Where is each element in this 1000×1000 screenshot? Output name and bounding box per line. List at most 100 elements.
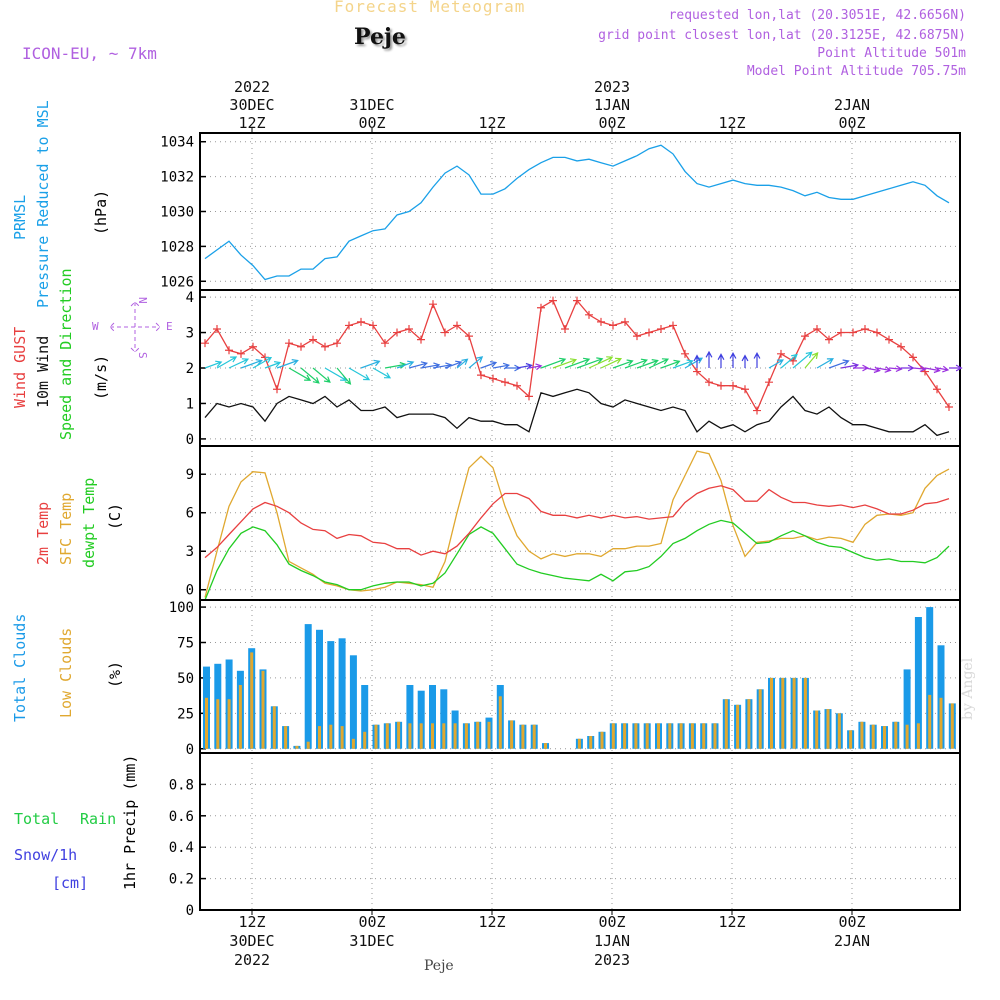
gust-marker	[573, 296, 581, 305]
low-cloud-bar	[679, 723, 683, 749]
grid-point-coords: grid point closest lon,lat (20.3125E, 42…	[598, 28, 966, 43]
gust-marker	[777, 349, 785, 358]
low-cloud-bar	[385, 723, 389, 749]
low-cloud-bar	[724, 699, 728, 749]
low-cloud-bar	[408, 723, 412, 749]
time-label-bottom: 12Z	[718, 913, 745, 931]
legend-snow: Snow/1h	[14, 846, 77, 864]
gust-marker	[489, 374, 497, 383]
gust-marker	[345, 321, 353, 330]
wind-arrow	[384, 361, 407, 369]
low-cloud-bar	[600, 731, 604, 749]
total-cloud-bar	[903, 669, 911, 749]
low-cloud-bar	[747, 699, 751, 749]
low-cloud-bar	[611, 723, 615, 749]
low-cloud-bar	[216, 699, 220, 749]
low-cloud-bar	[860, 721, 864, 749]
low-cloud-bar	[916, 723, 920, 749]
dewpt-temp-line	[204, 519, 950, 601]
time-label-top: 00Z	[838, 114, 865, 132]
wind-arrow	[717, 353, 725, 368]
time-label-bottom: 00Z	[358, 913, 385, 931]
gust-marker	[585, 310, 593, 319]
gust-marker	[693, 367, 701, 376]
panel-clouds: 0 25 50 75 100	[169, 599, 961, 758]
wind-arrow	[888, 365, 903, 373]
low-cloud-bar	[442, 723, 446, 749]
low-cloud-bar	[634, 723, 638, 749]
y-tick-label: 1034	[160, 135, 194, 151]
low-cloud-bar	[544, 743, 547, 749]
gust-marker	[621, 317, 629, 326]
low-cloud-bar	[792, 677, 796, 749]
wind-arrow	[816, 358, 834, 369]
low-cloud-bar	[419, 723, 423, 749]
panel-frame	[199, 445, 961, 601]
low-cloud-bar	[431, 723, 434, 749]
low-cloud-bar	[871, 724, 875, 749]
wind-arrow	[901, 364, 915, 372]
low-cloud-bar	[577, 738, 581, 749]
y-tick-label: 2	[186, 361, 194, 377]
gust-marker	[645, 328, 653, 337]
wind-arrow	[828, 359, 850, 369]
gust-marker	[393, 328, 401, 337]
time-label-bottom: 2022	[234, 951, 270, 969]
gust-marker	[273, 385, 281, 394]
wind-gust-ylabel: Wind GUST	[11, 327, 29, 408]
low-cloud-bar	[295, 745, 299, 749]
low-cloud-bar	[849, 730, 853, 749]
gust-marker	[441, 328, 449, 337]
y-tick-label: 0.2	[169, 872, 194, 888]
low-cloud-bar	[883, 726, 886, 749]
sfc-temp-line	[204, 450, 950, 598]
gust-marker	[225, 346, 233, 355]
gust-marker	[405, 325, 413, 333]
footer-station-name: Peje	[424, 958, 454, 974]
low-cloud-bar	[950, 703, 954, 749]
time-label-bottom: 00Z	[598, 913, 625, 931]
wind-arrow	[648, 358, 670, 369]
wind-arrow	[705, 350, 713, 368]
temp-2m-line	[204, 485, 950, 559]
wind-arrow	[408, 361, 429, 369]
gust-marker	[885, 335, 893, 344]
low-cloud-bar	[713, 723, 717, 749]
gust-marker	[681, 349, 689, 358]
clouds-unit: (%)	[106, 661, 124, 688]
low-cloud-bar	[227, 699, 231, 749]
wind-arrow	[672, 359, 694, 369]
gust-marker	[897, 342, 905, 351]
model-point-altitude: Model Point Altitude 705.75m	[746, 64, 966, 79]
gust-marker	[729, 381, 737, 390]
total-cloud-bar	[406, 685, 414, 749]
gust-marker	[945, 403, 953, 411]
y-tick-label: 0.4	[169, 840, 194, 856]
time-label-top: 1JAN	[594, 96, 630, 114]
sfc-temp-ylabel: SFC Temp	[57, 493, 75, 565]
y-tick-label: 1	[186, 396, 194, 412]
low-cloud-bar	[453, 723, 457, 749]
low-cloud-bar	[657, 723, 660, 749]
wind-arrow	[480, 361, 498, 369]
wind-arrow	[693, 354, 701, 368]
point-altitude: Point Altitude 501m	[817, 46, 966, 61]
wind-arrow	[336, 367, 352, 385]
low-cloud-bar	[498, 696, 502, 749]
wind-arrow	[360, 359, 381, 369]
wind-arrow	[660, 359, 681, 369]
compass-n-label: N	[136, 297, 149, 304]
gust-marker	[933, 385, 941, 394]
gust-marker	[417, 335, 425, 344]
time-label-top: 12Z	[478, 114, 505, 132]
low-cloud-bar	[645, 723, 649, 749]
low-cloud-bar	[205, 697, 208, 749]
low-cloud-bar	[272, 706, 276, 749]
wind-arrow	[552, 358, 578, 369]
total-cloud-bar	[349, 655, 357, 749]
low-cloud-bar	[318, 726, 321, 749]
low-cloud-bar	[736, 704, 740, 749]
wind-arrow	[864, 366, 881, 374]
gust-marker	[501, 378, 509, 387]
low-cloud-bar	[374, 724, 378, 749]
